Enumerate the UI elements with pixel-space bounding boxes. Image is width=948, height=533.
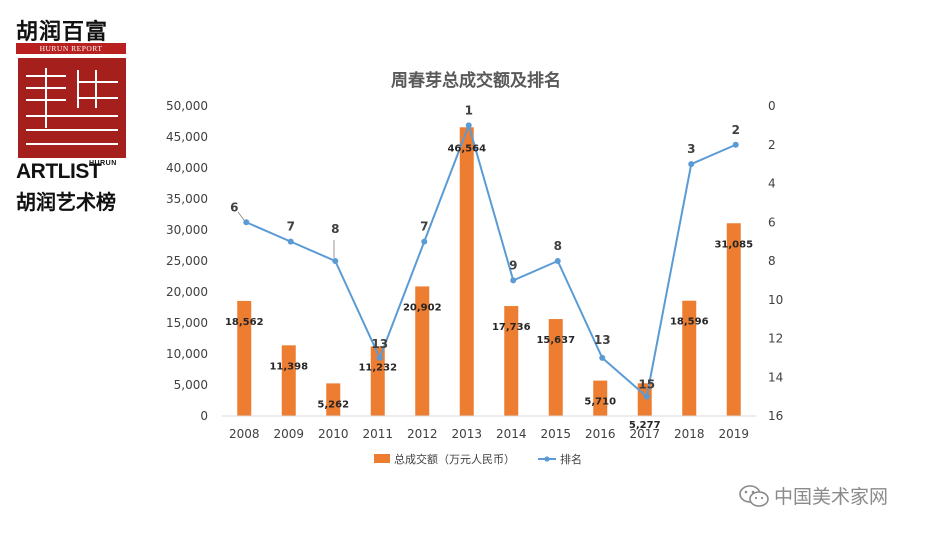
bar-2019: [726, 223, 741, 416]
y-right-tick-label: 10: [768, 293, 783, 307]
x-tick-label-2017: 2017: [629, 427, 660, 441]
bar-value-label-2010: 5,262: [317, 399, 349, 410]
rank-label-2012: 7: [420, 220, 428, 234]
bar-2013: [459, 127, 474, 417]
legend-label-sales: 总成交额（万元人民币）: [394, 452, 515, 466]
bar-2010: [326, 383, 341, 416]
bar-value-label-2008: 18,562: [225, 317, 264, 328]
x-tick-label-2011: 2011: [362, 427, 393, 441]
wechat-icon: [739, 485, 769, 507]
bar-2018: [682, 300, 697, 416]
watermark-text: 中国美术家网: [774, 486, 889, 508]
bar-2008: [237, 300, 252, 416]
bar-2012: [415, 286, 430, 416]
x-tick-label-2014: 2014: [496, 427, 527, 441]
rank-label-2013: 1: [465, 103, 473, 117]
y-left-tick-label: 30,000: [166, 223, 208, 237]
y-right-tick-label: 4: [768, 177, 776, 191]
rank-point-2019: [732, 141, 739, 148]
rank-point-2009: [287, 238, 294, 245]
rank-label-2015: 8: [554, 239, 562, 253]
bar-2016: [593, 380, 608, 416]
bar-2011: [370, 346, 385, 416]
bar-value-label-2009: 11,398: [269, 361, 308, 372]
hurun-art-list-logo: 胡润百富 HURUN REPORT ARTLIST HURUN 胡润艺术榜: [14, 14, 130, 214]
rank-point-2016: [599, 354, 606, 361]
rank-label-2011: 13: [371, 337, 388, 351]
bar-2014: [504, 306, 519, 416]
legend-swatch-sales: [374, 454, 390, 463]
rank-label-2009: 7: [287, 220, 295, 234]
y-left-tick-label: 40,000: [166, 161, 208, 175]
x-tick-label-2018: 2018: [674, 427, 705, 441]
y-left-tick-label: 35,000: [166, 192, 208, 206]
y-right-tick-label: 8: [768, 254, 776, 268]
rank-point-2017: [643, 393, 650, 400]
x-tick-label-2016: 2016: [585, 427, 616, 441]
logo-title-art-list-cn: 胡润艺术榜: [16, 190, 116, 214]
rank-point-2011: [376, 354, 383, 361]
bar-value-label-2015: 15,637: [536, 335, 575, 346]
rank-point-2010: [332, 258, 339, 264]
legend-marker-rank: [544, 456, 550, 462]
bar-2015: [548, 319, 563, 416]
rank-label-2019: 2: [732, 123, 740, 137]
label-leader-line: [237, 211, 245, 221]
art-seal-icon: [18, 58, 126, 158]
logo-title-hurun-baifu: 胡润百富: [16, 20, 109, 45]
x-tick-label-2009: 2009: [273, 427, 304, 441]
y-left-tick-label: 10,000: [166, 347, 208, 361]
y-right-tick-label: 6: [768, 215, 776, 229]
y-left-tick-label: 15,000: [166, 316, 208, 330]
rank-label-2010: 8: [331, 222, 339, 236]
rank-label-2017: 15: [638, 378, 655, 392]
rank-point-2015: [554, 258, 561, 264]
rank-point-2008: [243, 219, 250, 226]
bar-value-label-2017: 5,277: [629, 420, 661, 431]
rank-line: [245, 122, 737, 399]
rank-point-2013: [465, 122, 472, 129]
bar-value-label-2013: 46,564: [447, 143, 486, 154]
chart-legend: 总成交额（万元人民币） 排名: [374, 452, 582, 466]
bar-value-label-2012: 20,902: [403, 302, 442, 313]
rank-point-2012: [421, 238, 428, 245]
y-left-tick-label: 5,000: [174, 378, 208, 392]
rank-label-2008: 6: [230, 200, 238, 214]
x-tick-label-2015: 2015: [540, 427, 571, 441]
bar-value-label-2014: 17,736: [492, 322, 531, 333]
bar-2009: [281, 345, 296, 416]
rank-label-2018: 3: [687, 142, 695, 156]
y-right-tick-label: 0: [768, 99, 776, 113]
rank-point-2014: [510, 277, 517, 284]
chart-title: 周春芽总成交额及排名: [391, 70, 561, 91]
y-right-tick-label: 12: [768, 332, 783, 346]
rank-label-2016: 13: [594, 333, 611, 347]
bar-value-label-2011: 11,232: [358, 362, 397, 373]
y-left-tick-label: 45,000: [166, 130, 208, 144]
rank-point-2018: [688, 161, 695, 168]
x-tick-label-2012: 2012: [407, 427, 438, 441]
y-right-tick-label: 14: [768, 370, 783, 384]
y-left-tick-label: 25,000: [166, 254, 208, 268]
y-left-tick-label: 0: [200, 409, 208, 423]
rank-label-2014: 9: [509, 258, 517, 272]
x-tick-label-2013: 2013: [451, 427, 482, 441]
watermark: 中国美术家网: [738, 480, 938, 510]
x-tick-label-2008: 2008: [229, 427, 260, 441]
y-left-tick-label: 50,000: [166, 99, 208, 113]
logo-art-list-text: ARTLIST: [16, 160, 102, 183]
bar-value-label-2019: 31,085: [714, 239, 753, 250]
logo-hurun-report-banner: HURUN REPORT: [16, 43, 126, 54]
y-right-tick-label: 16: [768, 409, 783, 423]
x-tick-label-2019: 2019: [718, 427, 749, 441]
x-tick-label-2010: 2010: [318, 427, 349, 441]
legend-label-rank: 排名: [560, 452, 582, 466]
logo-hurun-small-text: HURUN: [89, 160, 117, 167]
y-left-tick-label: 20,000: [166, 285, 208, 299]
y-right-tick-label: 2: [768, 138, 776, 152]
bar-value-label-2016: 5,710: [584, 397, 616, 408]
bar-value-label-2018: 18,596: [670, 317, 709, 328]
